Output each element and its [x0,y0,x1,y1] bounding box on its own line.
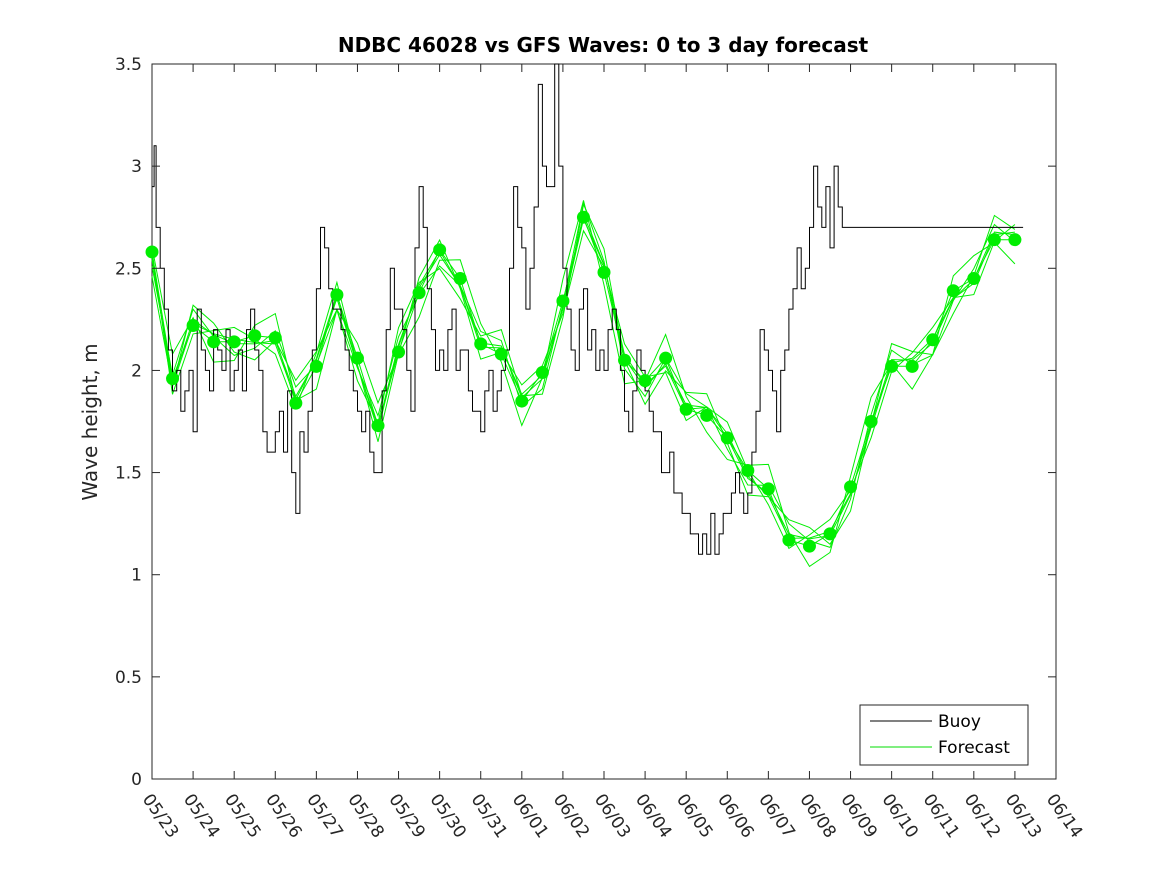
forecast-marker [494,347,508,361]
y-tick-label: 1 [131,566,142,586]
forecast-marker [618,353,632,367]
forecast-marker [186,318,200,332]
forecast-marker [166,372,180,386]
forecast-marker [926,333,940,347]
forecast-marker [679,402,693,416]
forecast-marker [638,374,652,388]
buoy-line [152,63,1024,555]
forecast-marker [987,233,1001,247]
forecast-marker [227,335,241,349]
legend-forecast-label: Forecast [938,738,1010,758]
legend-box [859,704,1029,766]
forecast-marker [412,286,426,300]
legend: Buoy Forecast [859,704,1029,766]
y-axis: 0 0.5 1 1.5 2 2.5 3 3.5 [115,55,1056,790]
forecast-marker [905,359,919,373]
forecast-marker [330,288,344,302]
forecast-marker [392,345,406,359]
buoy-path [152,63,1024,555]
forecast-marker [207,335,221,349]
y-tick-label: 2.5 [115,259,142,279]
forecast-markers [145,210,1022,553]
forecast-marker [453,272,467,285]
y-tick-label: 3 [131,157,142,177]
forecast-marker [474,337,488,351]
forecast-line [151,200,1016,549]
forecast-marker [741,464,755,478]
forecast-marker [350,351,364,365]
forecast-marker [967,272,981,285]
forecast-marker [289,396,303,410]
forecast-marker [844,480,858,494]
forecast-marker [1008,233,1022,247]
forecast-marker [761,482,775,496]
forecast-marker [700,408,714,422]
forecast-marker [433,243,447,257]
forecast-marker [145,245,159,259]
y-tick-label: 0.5 [115,668,142,688]
forecast-marker [864,415,878,428]
forecast-marker [248,329,262,343]
y-tick-label: 2 [131,361,142,381]
forecast-marker [782,533,796,547]
forecast-marker [720,431,734,445]
legend-buoy-label: Buoy [938,712,981,732]
forecast-marker [885,359,899,373]
forecast-marker [946,284,960,298]
chart-title: NDBC 46028 vs GFS Waves: 0 to 3 day fore… [338,33,869,57]
forecast-marker [535,365,549,379]
y-tick-label: 0 [131,770,142,790]
plot-area [151,63,1057,780]
forecast-marker [823,527,837,541]
forecast-marker [802,539,816,553]
y-tick-label: 1.5 [115,464,142,484]
forecast-marker [268,331,282,345]
y-tick-label: 3.5 [115,55,142,75]
forecast-marker [515,394,529,408]
forecast-marker [576,210,590,224]
forecast-marker [597,265,611,279]
forecast-marker [309,359,323,373]
forecast-marker [556,294,570,308]
forecast-marker [659,351,673,365]
y-axis-label: Wave height, m [78,343,102,500]
forecast-marker [371,419,385,433]
